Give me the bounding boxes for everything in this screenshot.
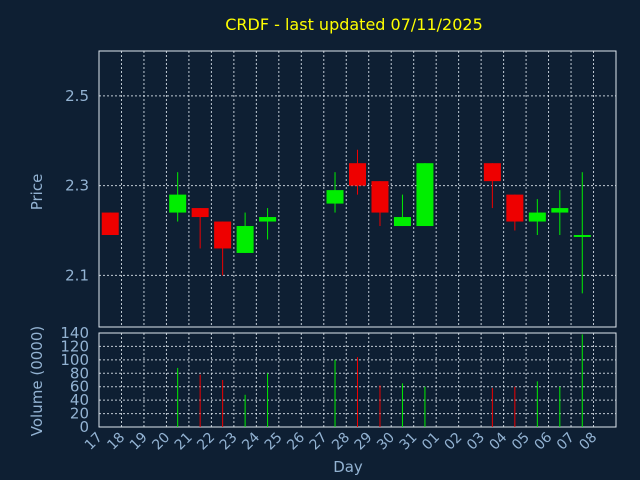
x-tick-label: 22 <box>194 430 218 454</box>
price-tick-label: 2.3 <box>65 177 89 195</box>
candle-body <box>506 194 524 222</box>
price-tick-label: 2.5 <box>65 87 89 105</box>
candle-body <box>416 163 434 227</box>
volume-tick-label: 120 <box>60 337 89 355</box>
price-axis-label: Price <box>28 174 46 211</box>
volume-tick-label: 60 <box>70 378 89 396</box>
candle-body <box>191 208 209 218</box>
candle-body <box>169 194 187 213</box>
price-grid <box>99 51 616 327</box>
price-tick-label: 2.1 <box>65 266 89 284</box>
candle-body <box>326 190 344 204</box>
x-tick-label: 19 <box>127 430 151 454</box>
volume-tick-label: 140 <box>60 324 89 342</box>
volume-tick-label: 20 <box>70 405 89 423</box>
candle-body <box>528 212 546 222</box>
candle-body <box>371 181 389 213</box>
x-tick-label: 07 <box>554 430 578 454</box>
price-y-ticks: 2.1 2.3 2.5 <box>65 87 89 285</box>
x-tick-label: 26 <box>284 429 308 453</box>
candle-body <box>551 208 569 213</box>
x-tick-label: 08 <box>576 430 600 454</box>
x-tick-label: 25 <box>262 430 286 454</box>
x-tick-label: 30 <box>374 430 398 454</box>
volume-tick-label: 40 <box>70 391 89 409</box>
volume-tick-label: 100 <box>60 351 89 369</box>
x-tick-label: 04 <box>487 429 511 453</box>
x-tick-label: 28 <box>329 430 353 454</box>
volume-tick-label: 0 <box>79 418 89 436</box>
x-tick-label: 24 <box>239 429 263 453</box>
x-tick-label: 01 <box>419 430 443 454</box>
x-tick-label: 31 <box>397 430 421 454</box>
x-tick-label: 03 <box>464 430 488 454</box>
candles <box>101 149 591 294</box>
price-plot-frame <box>98 50 617 328</box>
candle-body <box>393 217 411 227</box>
x-tick-label: 20 <box>149 430 173 454</box>
x-tick-label: 18 <box>104 430 128 454</box>
x-axis-label: Day <box>333 458 363 476</box>
candle-body <box>349 163 366 186</box>
volume-axis-label: Volume (0000) <box>28 326 46 436</box>
volume-bars <box>177 334 583 427</box>
candle-body <box>259 217 277 222</box>
x-tick-label: 06 <box>531 429 555 453</box>
x-tick-label: 02 <box>442 430 466 454</box>
x-tick-label: 21 <box>172 430 196 454</box>
volume-tick-label: 80 <box>70 364 89 382</box>
candle-body <box>236 226 254 253</box>
candle-body <box>101 212 119 235</box>
candle-body <box>214 221 232 249</box>
x-tick-label: 23 <box>217 430 241 454</box>
x-tick-label: 29 <box>352 430 376 454</box>
chart-title: CRDF - last updated 07/11/2025 <box>225 15 483 34</box>
candle-body <box>573 235 591 237</box>
x-tick-label: 05 <box>509 430 533 454</box>
x-ticks: 1718192021222324252627282930310102030405… <box>82 429 600 453</box>
candle-body <box>483 163 501 182</box>
x-tick-label: 27 <box>307 430 331 454</box>
